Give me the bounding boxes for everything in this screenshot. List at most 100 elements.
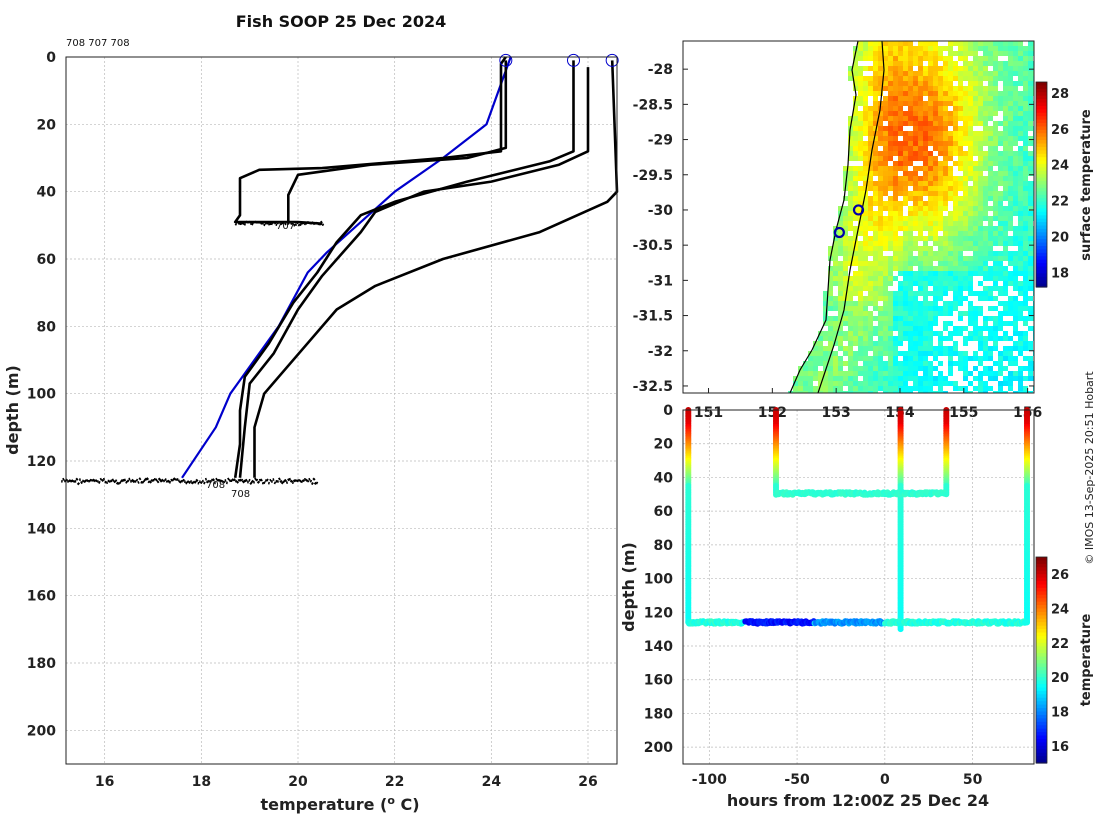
x-tick-label: 16 [95,774,114,790]
x-tick-label: 24 [482,774,502,790]
lat-tick-label: -28 [648,62,673,78]
temperature-colorbar-tick: 24 [1051,603,1069,618]
mid-scatter [234,220,325,227]
y-tick-label: 40 [37,185,57,201]
timeseries-x-ticks: -100 -50 0 50 [692,772,983,788]
sst-colorbar-tick: 28 [1051,87,1069,102]
profile-x-label: temperature (o C) [260,794,419,814]
y-tick-label: 120 [644,605,673,621]
lon-tick-label: 151 [694,405,723,421]
y-tick-label: 180 [644,706,673,722]
y-tick-label: 20 [37,117,57,133]
timeseries-axes-box [682,409,1035,765]
sst-colorbar: 18 20 22 24 26 28 [1035,81,1069,288]
y-tick-label: 160 [644,673,673,689]
timeseries-y-label: depth (m) [619,542,638,632]
profile-y-ticks: 0 20 40 60 80 100 120 140 160 180 200 [27,50,56,739]
x-tick-label: -100 [692,772,727,788]
bottom-scatter [61,477,319,486]
annotation-708-b: 708 [231,489,250,500]
map-lat-ticks: -28 -28.5 -29 -29.5 -30 -30.5 -31 -31.5 -32 -32.5 [633,62,1034,395]
profile-line-3 [233,60,575,478]
lon-tick-label: 153 [822,405,851,421]
x-tick-label: 26 [578,774,597,790]
sst-colorbar-tick: 26 [1051,123,1069,138]
chart-title: Fish SOOP 25 Dec 2024 [236,12,446,31]
sst-map [788,41,1034,393]
timeseries-grid [683,409,1034,764]
y-tick-label: 0 [663,403,673,419]
y-tick-label: 60 [654,504,674,520]
profile-axes-box [65,56,618,765]
surface-marker [605,53,619,67]
profile-line-0 [181,56,512,479]
y-tick-label: 100 [27,387,56,403]
timeseries-x-label: hours from 12:00Z 25 Dec 24 [727,791,989,810]
annotation-707: 707 [276,221,295,232]
y-tick-label: 20 [654,437,674,453]
station-marker-0 [852,204,865,216]
lat-tick-label: -29 [648,133,673,149]
y-tick-label: 120 [27,454,56,470]
timeseries-y-ticks: 0 20 40 60 80 100 120 140 160 180 200 [644,403,673,756]
surface-marker [499,53,513,67]
shelf-contour [817,41,885,393]
temperature-colorbar-tick: 22 [1051,637,1069,652]
sst-colorbar-tick: 24 [1051,159,1069,174]
map-axes-box [682,40,1035,394]
lon-tick-label: 152 [758,405,787,421]
lat-tick-label: -30.5 [633,238,673,254]
top-cruise-labels: 708 707 708 [66,38,130,49]
lat-tick-label: -30 [648,203,674,219]
y-tick-label: 100 [644,572,673,588]
temperature-colorbar-label: temperature [1079,614,1094,707]
lat-tick-label: -31.5 [633,309,673,325]
lat-tick-label: -28.5 [633,97,673,113]
profile-line-4 [238,67,590,478]
timeseries-profiles [685,407,1030,633]
profile-series [61,53,619,486]
lat-tick-label: -32.5 [633,379,673,395]
y-tick-label: 60 [37,252,57,268]
sst-colorbar-tick: 18 [1051,267,1069,282]
station-marker-1 [833,226,845,239]
sst-colorbar-tick: 20 [1051,231,1069,246]
profile-grid [66,56,617,764]
y-tick-label: 0 [46,50,56,66]
station-markers [833,204,865,239]
temperature-colorbar-tick: 16 [1051,740,1069,755]
temperature-colorbar-tick: 18 [1051,706,1069,721]
y-tick-label: 160 [27,589,56,605]
y-tick-label: 140 [644,639,673,655]
x-tick-label: 18 [192,774,211,790]
y-tick-label: 80 [37,319,57,335]
lat-tick-label: -29.5 [633,168,673,184]
temperature-colorbar-tick: 26 [1051,568,1069,583]
y-tick-label: 180 [27,656,56,672]
y-tick-label: 80 [654,538,674,554]
profile-line-2 [286,60,508,222]
x-tick-label: 20 [288,774,308,790]
y-tick-label: 200 [644,740,673,756]
x-tick-label: 0 [880,772,890,788]
x-tick-label: 22 [385,774,404,790]
lon-tick-label: 155 [949,405,978,421]
y-tick-label: 40 [654,470,674,486]
profile-x-ticks: 16 18 20 22 24 26 [95,774,598,790]
temperature-colorbar: 16 18 20 22 24 26 [1035,556,1069,764]
surface-marker [567,53,580,67]
lat-tick-label: -32 [648,344,673,360]
x-tick-label: 50 [963,772,983,788]
sst-colorbar-label: surface temperature [1079,109,1094,261]
lat-tick-label: -31 [648,273,673,289]
annotation-708-a: 708 [206,480,225,491]
profile-line-5 [253,60,619,478]
y-tick-label: 200 [27,723,56,739]
sst-colorbar-tick: 22 [1051,195,1069,210]
y-tick-label: 140 [27,521,56,537]
temperature-colorbar-tick: 20 [1051,671,1069,686]
watermark: © IMOS 13-Sep-2025 20:51 Hobart [1083,371,1096,565]
profile-y-label: depth (m) [3,365,22,455]
x-tick-label: -50 [784,772,810,788]
